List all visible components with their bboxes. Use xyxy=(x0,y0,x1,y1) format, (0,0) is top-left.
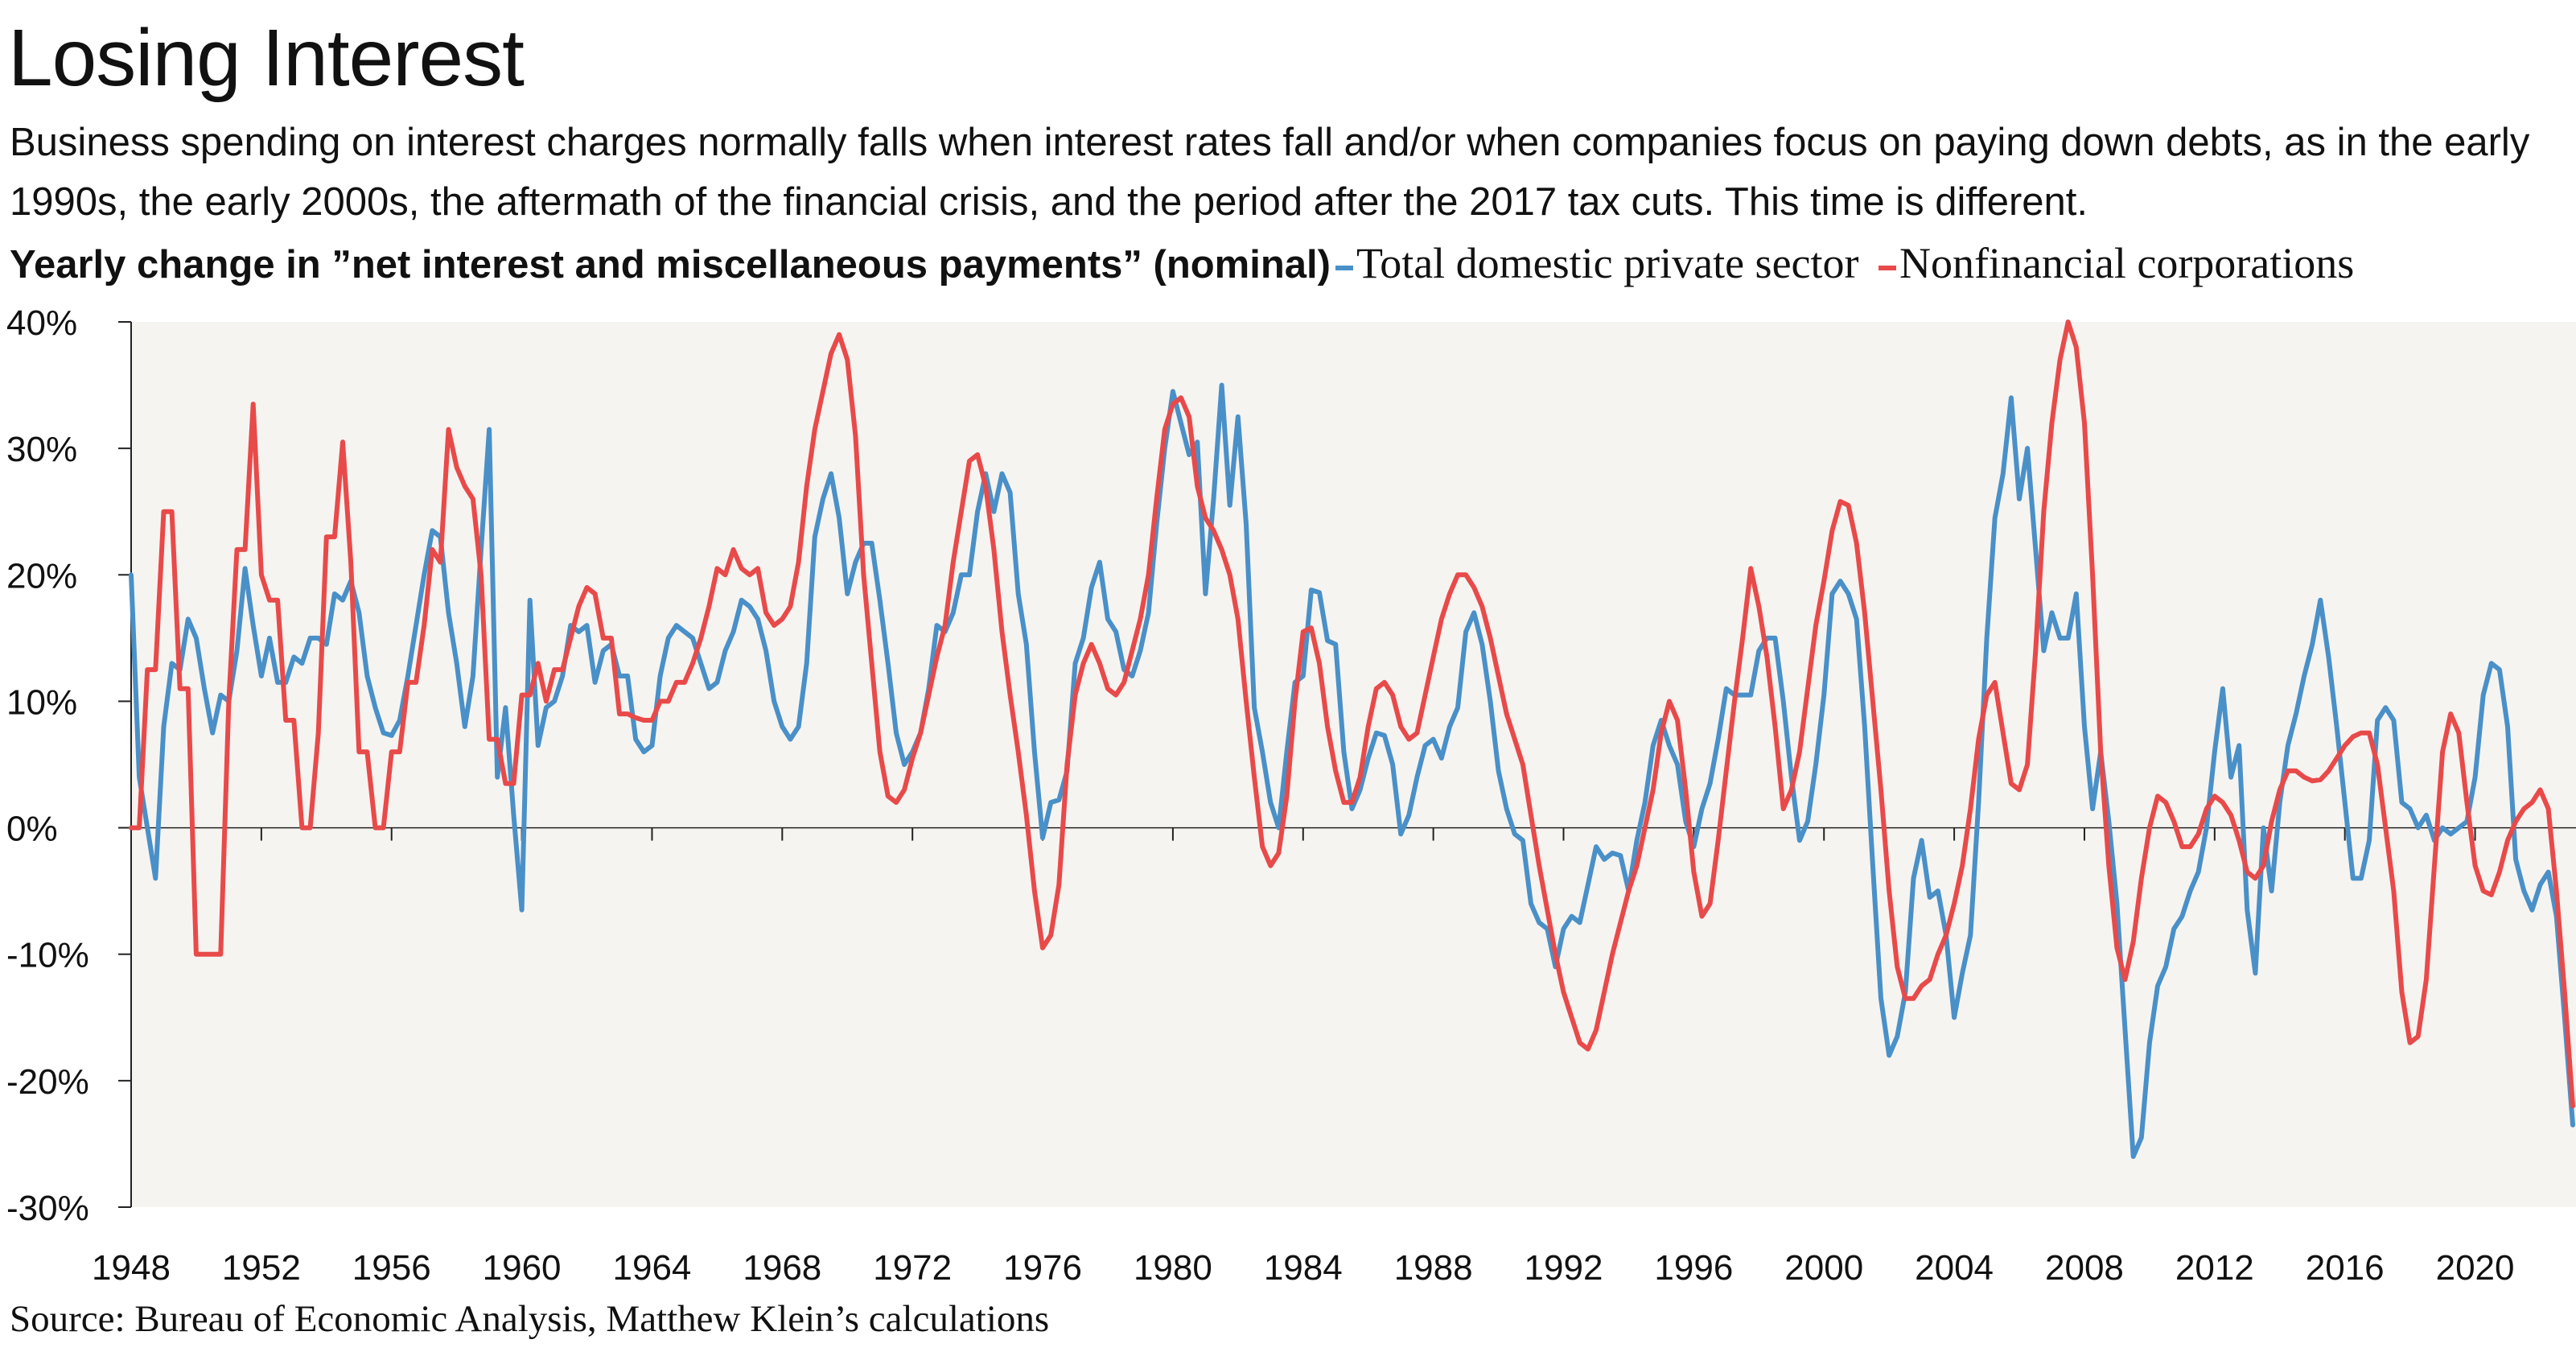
y-tick: -30% xyxy=(6,1189,131,1228)
x-tick: 1956 xyxy=(352,827,431,1288)
x-tick-label: 2016 xyxy=(2306,1248,2385,1288)
x-tick-label: 2012 xyxy=(2175,1248,2254,1288)
chart-subtitle: Business spending on interest charges no… xyxy=(10,121,2530,224)
y-tick: 20% xyxy=(6,556,131,596)
x-tick-label: 1972 xyxy=(873,1248,952,1288)
y-tick-label: 40% xyxy=(6,303,77,343)
x-tick-label: 1988 xyxy=(1394,1248,1473,1288)
x-tick-label: 1948 xyxy=(92,1248,171,1288)
y-tick-label: 10% xyxy=(6,682,77,722)
legend: Yearly change in ”net interest and misce… xyxy=(10,235,2354,303)
y-tick: -10% xyxy=(6,936,131,975)
series-lines xyxy=(129,319,2575,1160)
legend-item-nonfinancial: Nonfinancial corporations xyxy=(1878,239,2355,287)
y-tick: 40% xyxy=(6,303,131,343)
y-tick: -20% xyxy=(6,1062,131,1102)
source-note: Source: Bureau of Economic Analysis, Mat… xyxy=(10,1298,1050,1340)
x-tick-label: 2008 xyxy=(2045,1248,2124,1288)
x-tick: 1988 xyxy=(1394,827,1473,1288)
x-tick: 1964 xyxy=(613,827,692,1288)
x-tick-label: 1976 xyxy=(1003,1248,1082,1288)
x-tick-label: 1964 xyxy=(613,1248,692,1288)
series-line-nonfinancial-corporations xyxy=(129,319,2575,1109)
x-tick-label: 1952 xyxy=(222,1248,301,1288)
x-tick: 1952 xyxy=(222,827,301,1288)
y-tick-label: 0% xyxy=(6,810,58,849)
x-tick: 2008 xyxy=(2045,827,2124,1288)
y-tick: 10% xyxy=(6,682,131,722)
x-tick: 2000 xyxy=(1784,827,1863,1288)
y-tick-label: -30% xyxy=(6,1189,89,1228)
x-tick: 1960 xyxy=(483,827,562,1288)
x-tick: 1972 xyxy=(873,827,952,1288)
x-tick-label: 1980 xyxy=(1134,1248,1212,1288)
x-tick-label: 2000 xyxy=(1784,1248,1863,1288)
x-tick-label: 1956 xyxy=(352,1248,431,1288)
legend-label-nonfinancial: Nonfinancial corporations xyxy=(1899,239,2355,287)
legend-swatch-total xyxy=(1335,265,1353,270)
x-tick: 2016 xyxy=(2306,827,2385,1288)
y-tick: 0% xyxy=(6,810,131,849)
y-tick-label: -10% xyxy=(6,936,89,975)
legend-swatch-nonfinancial xyxy=(1878,265,1896,270)
x-tick: 2012 xyxy=(2175,827,2254,1288)
x-tick-label: 1992 xyxy=(1525,1248,1603,1288)
x-tick: 1996 xyxy=(1654,827,1733,1288)
x-tick-label: 1960 xyxy=(483,1248,562,1288)
x-tick: 1984 xyxy=(1264,827,1343,1288)
x-tick-label: 2020 xyxy=(2436,1248,2515,1288)
x-tick-label: 1968 xyxy=(743,1248,821,1288)
plot-background xyxy=(131,322,2576,1207)
x-axis: 1948 1952 1956 1960 1964 1968 1972 1976 1980 1984… xyxy=(92,826,2576,1288)
x-tick: 1992 xyxy=(1525,827,1603,1288)
chart-title: Losing Interest xyxy=(8,13,525,103)
x-tick-label: 2004 xyxy=(1915,1248,1994,1288)
x-tick: 1968 xyxy=(743,827,821,1288)
y-axis: 40% 30% 20% 10% 0% -10% -20% -30% xyxy=(6,303,132,1228)
series-line-total-domestic-private-sector xyxy=(129,382,2575,1160)
legend-item-total: Total domestic private sector xyxy=(1335,239,1859,287)
x-tick-label: 1996 xyxy=(1654,1248,1733,1288)
y-tick: 30% xyxy=(6,430,131,469)
x-tick: 1948 xyxy=(92,827,171,1288)
x-tick-label: 1984 xyxy=(1264,1248,1343,1288)
y-tick-label: 20% xyxy=(6,556,77,596)
chart-heading: Yearly change in ”net interest and misce… xyxy=(10,243,1331,286)
x-tick: 2004 xyxy=(1915,827,1994,1288)
x-tick: 2020 xyxy=(2436,827,2515,1288)
legend-label-total: Total domestic private sector xyxy=(1356,239,1859,287)
y-tick-label: -20% xyxy=(6,1062,89,1102)
x-tick: 1980 xyxy=(1134,827,1212,1288)
y-tick-label: 30% xyxy=(6,430,77,469)
